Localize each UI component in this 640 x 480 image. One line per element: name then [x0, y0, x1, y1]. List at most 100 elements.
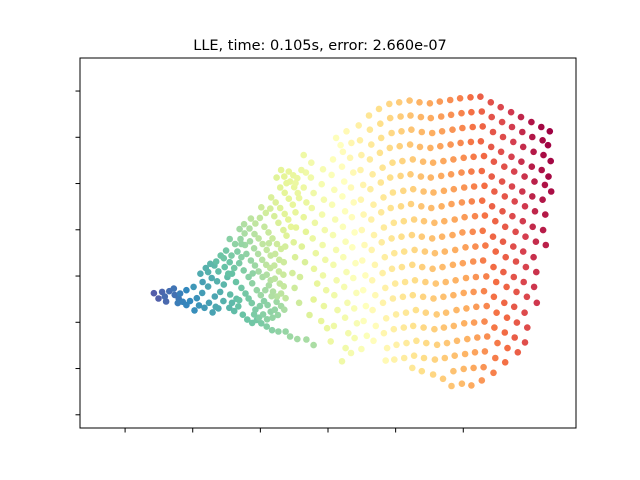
data-point-311	[382, 284, 389, 292]
data-point-481	[472, 273, 480, 281]
data-point-103	[226, 235, 233, 243]
data-point-148	[287, 223, 295, 231]
data-point-140	[275, 219, 282, 227]
data-point-582	[528, 163, 536, 170]
data-point-573	[522, 263, 530, 271]
data-point-317	[386, 100, 393, 108]
data-point-393	[428, 129, 436, 137]
points-layer	[150, 93, 555, 390]
data-point-296	[369, 306, 376, 314]
data-point-344	[398, 233, 405, 240]
data-point-494	[478, 167, 486, 175]
data-point-485	[474, 334, 481, 341]
data-point-472	[467, 138, 475, 146]
data-point-478	[469, 228, 477, 236]
data-point-286	[366, 156, 374, 163]
data-point-399	[431, 219, 438, 227]
data-point-475	[470, 183, 478, 190]
data-point-264	[353, 320, 361, 327]
data-point-24	[226, 304, 233, 312]
data-point-319	[388, 129, 395, 137]
data-point-355	[408, 126, 415, 133]
data-point-189	[307, 174, 315, 181]
data-point-141	[280, 226, 287, 234]
data-point-21	[211, 293, 219, 300]
data-point-145	[276, 204, 284, 212]
data-point-527	[490, 369, 497, 377]
data-point-206	[295, 194, 303, 202]
data-point-56	[256, 302, 264, 310]
data-point-374	[418, 128, 426, 136]
data-point-540	[503, 283, 510, 291]
data-point-471	[469, 123, 477, 131]
data-point-297	[372, 322, 380, 330]
data-point-277	[362, 272, 369, 279]
data-point-404	[430, 295, 437, 302]
data-point-489	[477, 93, 484, 100]
data-point-102	[280, 283, 288, 290]
data-point-569	[521, 203, 529, 210]
data-point-515	[491, 188, 498, 195]
data-point-113	[271, 262, 278, 269]
data-point-440	[449, 261, 457, 269]
data-point-436	[448, 200, 455, 208]
data-point-394	[427, 144, 434, 152]
data-point-135	[281, 243, 289, 250]
data-point-262	[353, 289, 360, 297]
data-point-318	[386, 114, 394, 122]
data-point-138	[267, 205, 274, 212]
data-point-341	[400, 187, 407, 195]
data-point-482	[470, 288, 477, 296]
data-point-406	[431, 325, 438, 333]
data-point-575	[523, 293, 531, 301]
data-point-110	[258, 256, 266, 264]
data-point-96	[255, 268, 262, 275]
data-point-199	[295, 299, 303, 307]
data-point-552	[511, 198, 518, 205]
data-point-402	[429, 265, 436, 273]
data-point-349	[402, 309, 410, 317]
data-point-347	[401, 278, 409, 286]
data-point-267	[355, 122, 363, 129]
data-point-143	[267, 194, 275, 201]
data-point-224	[328, 201, 336, 208]
data-point-495	[481, 182, 488, 190]
data-point-564	[519, 128, 526, 136]
data-point-518	[489, 233, 497, 240]
data-point-173	[183, 286, 190, 294]
data-point-461	[462, 274, 470, 282]
data-point-556	[512, 258, 520, 265]
data-point-190	[310, 189, 317, 197]
data-point-323	[389, 189, 397, 196]
data-point-450	[458, 109, 465, 117]
data-point-151	[285, 195, 293, 202]
data-point-115	[280, 271, 287, 279]
data-point-204	[292, 224, 300, 231]
data-point-496	[478, 197, 486, 204]
data-point-182	[298, 243, 306, 250]
data-point-126	[280, 258, 288, 266]
data-point-34	[263, 323, 271, 330]
data-point-384	[422, 278, 429, 286]
data-point-183	[302, 228, 310, 236]
data-point-245	[341, 314, 349, 322]
data-point-380	[420, 217, 428, 225]
data-point-63	[250, 311, 258, 318]
data-point-587	[532, 238, 540, 245]
data-point-441	[452, 277, 459, 284]
data-point-243	[340, 283, 348, 291]
data-point-50	[232, 278, 240, 286]
data-point-5	[174, 299, 182, 307]
data-point-73	[221, 263, 228, 271]
data-point-591	[533, 299, 541, 307]
data-point-424	[442, 309, 450, 317]
data-point-254	[350, 169, 357, 176]
data-point-121	[259, 240, 266, 248]
data-point-487	[470, 364, 477, 372]
data-point-559	[510, 303, 518, 311]
data-point-26	[228, 299, 236, 307]
data-point-500	[479, 257, 487, 264]
data-point-120	[255, 235, 262, 242]
data-point-213	[321, 226, 329, 234]
data-point-133	[273, 240, 281, 248]
